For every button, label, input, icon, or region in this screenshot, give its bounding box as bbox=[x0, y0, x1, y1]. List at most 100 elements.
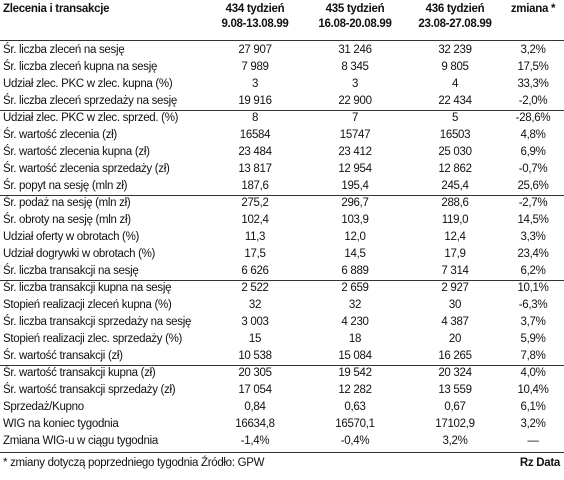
row-label: Śr. wartość zlecenia kupna (zł) bbox=[3, 146, 150, 158]
cell-value: 33,3% bbox=[517, 78, 549, 90]
cell-value: 16584 bbox=[239, 129, 271, 141]
cell-value: 3,3% bbox=[520, 231, 546, 243]
cell-value: 13 817 bbox=[238, 163, 272, 175]
cell-value: 7 314 bbox=[441, 265, 469, 277]
cell-value: 0,67 bbox=[444, 401, 466, 413]
cell-value: 6 889 bbox=[341, 265, 369, 277]
cell-value: 18 bbox=[348, 333, 362, 345]
week: 436 tydzień bbox=[425, 3, 485, 15]
row-label: Śr. liczba zleceń na sesję bbox=[3, 44, 125, 56]
cell-value: 4 387 bbox=[441, 316, 469, 328]
cell-value: 102,4 bbox=[241, 214, 269, 226]
cell-value: 3 bbox=[251, 78, 259, 90]
cell-value: 17,9 bbox=[444, 248, 466, 260]
row-label: Śr. liczba transakcji na sesję bbox=[3, 265, 139, 277]
cell-value: 25 030 bbox=[438, 146, 472, 158]
cell-value: -2,7% bbox=[518, 197, 548, 209]
cell-value: 23 412 bbox=[338, 146, 372, 158]
cell-value: -1,4% bbox=[240, 435, 270, 447]
table-row: Śr. liczba transakcji sprzedaży na sesję… bbox=[0, 314, 564, 331]
table-row: Śr. popyt na sesję (mln zł) 187,6 195,4 245… bbox=[0, 178, 564, 196]
row-label: Śr. popyt na sesję (mln zł) bbox=[3, 180, 128, 192]
cell-value: 12 282 bbox=[338, 384, 372, 396]
table-row: Śr. liczba transakcji na sesję 6 626 6 889… bbox=[0, 263, 564, 281]
week: 435 tydzień bbox=[325, 3, 385, 15]
row-label: Śr. liczba transakcji sprzedaży na sesję bbox=[3, 316, 192, 328]
cell-value: 2 927 bbox=[441, 282, 469, 294]
cell-value: 23,4% bbox=[517, 248, 549, 260]
cell-value: 16634,8 bbox=[235, 418, 275, 430]
footnote: * zmiany dotyczą poprzedniego tygodnia Ź… bbox=[3, 457, 265, 469]
cell-value: 3 003 bbox=[241, 316, 269, 328]
cell-value: 32 239 bbox=[438, 44, 472, 56]
cell-value: 17,5% bbox=[517, 61, 549, 73]
table-row: Śr. liczba zleceń sprzedaży na sesję 19 9… bbox=[0, 93, 564, 111]
footer: * zmiany dotyczą poprzedniego tygodnia Ź… bbox=[0, 452, 564, 475]
cell-value: 15 bbox=[248, 333, 262, 345]
cell-value: 17 054 bbox=[238, 384, 272, 396]
row-label: Udział zlec. PKC w zlec. kupna (%) bbox=[3, 78, 173, 90]
cell-value: 6,9% bbox=[520, 146, 546, 158]
table-row: Udział oferty w obrotach (%) 11,3 12,0 12,4… bbox=[0, 229, 564, 246]
cell-value: 0,84 bbox=[244, 401, 266, 413]
cell-value: 23 484 bbox=[238, 146, 272, 158]
cell-value: -0,4% bbox=[340, 435, 370, 447]
cell-value: 187,6 bbox=[241, 180, 269, 192]
row-label: WIG na koniec tygodnia bbox=[3, 418, 119, 430]
week: 434 tydzień bbox=[225, 3, 285, 15]
cell-value: 16 265 bbox=[438, 350, 472, 362]
cell-value: 14,5 bbox=[344, 248, 366, 260]
cell-value: 2 659 bbox=[341, 282, 369, 294]
cell-value: 245,4 bbox=[441, 180, 469, 192]
dates: 23.08-27.08.99 bbox=[418, 18, 492, 30]
cell-value: 7,8% bbox=[520, 350, 546, 362]
cell-value: 17102,9 bbox=[435, 418, 475, 430]
cell-value: 2 522 bbox=[241, 282, 269, 294]
cell-value: 296,7 bbox=[341, 197, 369, 209]
row-label: Śr. wartość transakcji sprzedaży (zł) bbox=[3, 384, 176, 396]
table-row: WIG na koniec tygodnia 16634,8 16570,1 1710… bbox=[0, 416, 564, 433]
dates: 16.08-20.08.99 bbox=[318, 18, 392, 30]
cell-value: -28,6% bbox=[515, 112, 551, 124]
row-label: Śr. liczba zleceń sprzedaży na sesję bbox=[3, 95, 177, 107]
table-row: Stopień realizacji zlec. sprzedaży (%) 15… bbox=[0, 331, 564, 348]
cell-value: 119,0 bbox=[441, 214, 469, 226]
cell-value: 195,4 bbox=[341, 180, 369, 192]
cell-value: 7 bbox=[351, 112, 359, 124]
table-row: Sprzedaż/Kupno 0,84 0,63 0,67 6,1% bbox=[0, 399, 564, 416]
table-row: Śr. liczba zleceń kupna na sesję 7 989 8 3… bbox=[0, 59, 564, 76]
cell-value: 5 bbox=[451, 112, 459, 124]
cell-value: 13 559 bbox=[438, 384, 472, 396]
header: Zlecenia i transakcje 434 tydzień 9.08-1… bbox=[0, 0, 564, 41]
source: Rz Data bbox=[519, 457, 560, 469]
table-row: Śr. liczba zleceń na sesję 27 907 31 246 32… bbox=[0, 42, 564, 59]
cell-value: — bbox=[527, 435, 539, 447]
table-row: Śr. wartość zlecenia kupna (zł) 23 484 23 … bbox=[0, 144, 564, 161]
table-row: Śr. wartość zlecenia (zł) 16584 15747 16503… bbox=[0, 127, 564, 144]
cell-value: -6,3% bbox=[518, 299, 548, 311]
cell-value: 19 542 bbox=[338, 367, 372, 379]
cell-value: 16570,1 bbox=[335, 418, 375, 430]
cell-value: 0,63 bbox=[344, 401, 366, 413]
cell-value: 20 324 bbox=[438, 367, 472, 379]
cell-value: 8 bbox=[251, 112, 259, 124]
table-row: Stopień realizacji zleceń kupna (%) 32 32 3… bbox=[0, 297, 564, 314]
row-label: Zmiana WIG-u w ciągu tygodnia bbox=[3, 435, 158, 447]
cell-value: 3,2% bbox=[520, 418, 546, 430]
table-row: Śr. wartość zlecenia sprzedaży (zł) 13 81… bbox=[0, 161, 564, 178]
cell-value: 3 bbox=[351, 78, 359, 90]
row-label: Śr. wartość transakcji kupna (zł) bbox=[3, 367, 156, 379]
cell-value: 3,2% bbox=[442, 435, 468, 447]
cell-value: 8 345 bbox=[341, 61, 369, 73]
cell-value: 30 bbox=[448, 299, 462, 311]
cell-value: 10,4% bbox=[517, 384, 549, 396]
cell-value: 15 084 bbox=[338, 350, 372, 362]
cell-value: 5,9% bbox=[520, 333, 546, 345]
cell-value: 12,4 bbox=[444, 231, 466, 243]
row-label: Śr. podaż na sesję (mln zł) bbox=[3, 197, 131, 209]
table-row: Udział zlec. PKC w zlec. kupna (%) 3 3 4 33,… bbox=[0, 76, 564, 93]
cell-value: 288,6 bbox=[441, 197, 469, 209]
table-row: Zmiana WIG-u w ciągu tygodnia -1,4% -0,4% 3… bbox=[0, 433, 564, 450]
cell-value: 31 246 bbox=[338, 44, 372, 56]
